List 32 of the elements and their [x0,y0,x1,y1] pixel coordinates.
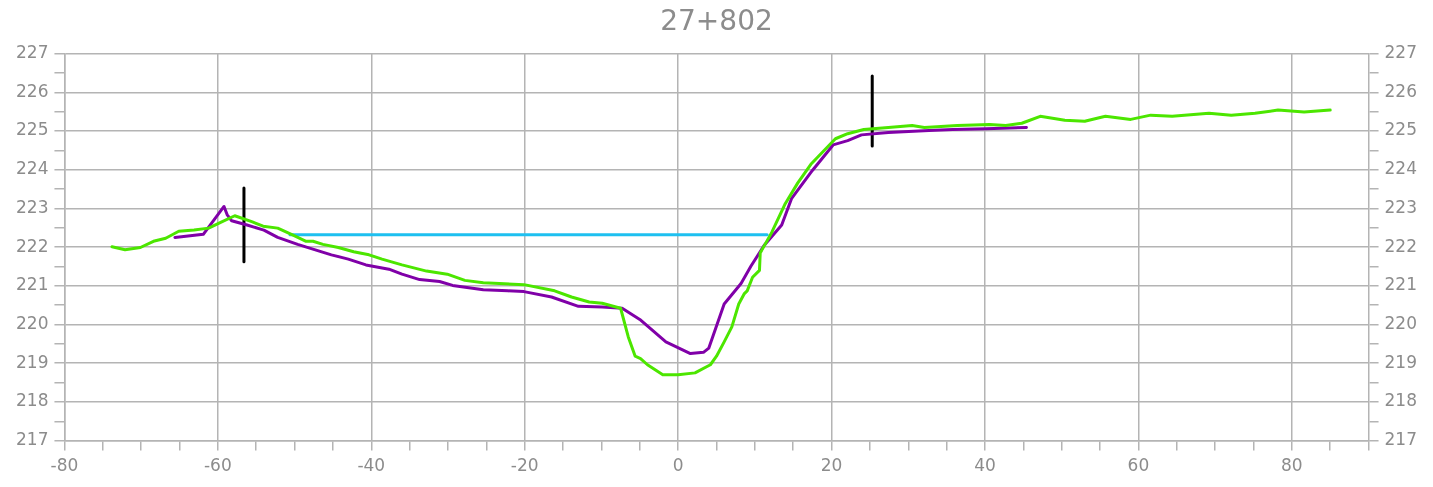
y2-tick-label: 227 [1384,42,1418,63]
y2-tick-label: 218 [1384,390,1418,411]
x-tick-label: 0 [672,455,684,476]
x-tick-label: 40 [974,455,996,476]
y-tick-label: 223 [15,196,49,217]
y2-tick-label: 219 [1384,351,1418,372]
y2-tick-label: 225 [1384,119,1418,140]
y-tick-label: 217 [15,429,49,450]
y2-tick-label: 226 [1384,80,1418,101]
x-tick-label: -60 [203,455,232,476]
y2-tick-label: 224 [1384,158,1418,179]
x-tick-label: -80 [50,455,79,476]
y2-tick-label: 220 [1384,312,1418,333]
chart-title: 27+802 [660,4,773,38]
y-tick-label: 227 [15,42,49,63]
y2-tick-label: 223 [1384,196,1418,217]
y-tick-label: 226 [15,80,49,101]
x-tick-label: 20 [820,455,843,476]
x-tick-label: -20 [510,455,539,476]
y-tick-label: 220 [15,312,49,333]
y-tick-label: 225 [15,119,49,140]
y2-tick-label: 217 [1384,429,1418,450]
x-tick-label: -40 [357,455,386,476]
x-tick-label: 80 [1281,455,1303,476]
x-tick-label: 60 [1127,455,1150,476]
y-tick-label: 221 [15,274,49,295]
y2-tick-label: 222 [1384,235,1418,256]
y-tick-label: 222 [15,235,49,256]
y-tick-label: 224 [15,158,49,179]
y-tick-label: 218 [15,390,49,411]
y-tick-label: 219 [15,351,49,372]
y2-tick-label: 221 [1384,274,1418,295]
